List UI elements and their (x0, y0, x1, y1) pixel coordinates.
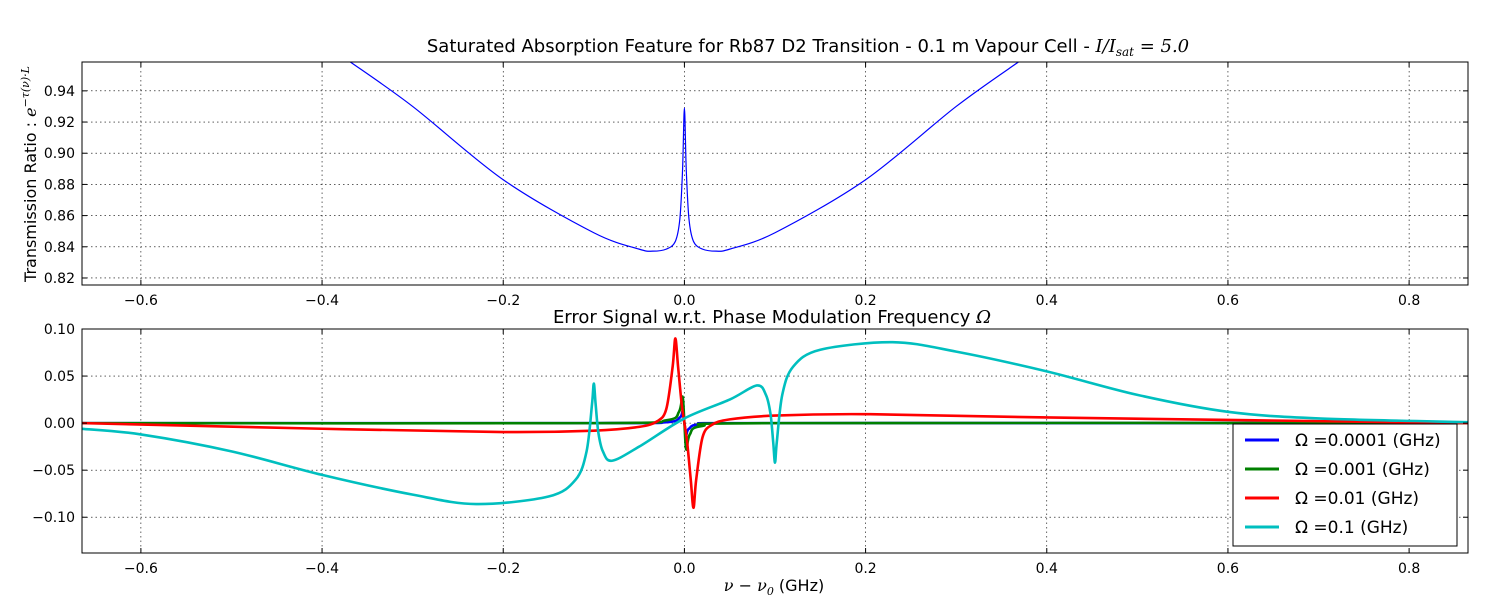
chart-title: Error Signal w.r.t. Phase Modulation Fre… (553, 307, 991, 328)
x-tick-label: −0.4 (305, 293, 339, 309)
y-tick-label: 0.84 (44, 240, 75, 256)
y-tick-label: 0.88 (44, 177, 75, 193)
x-tick-label: 0.8 (1398, 293, 1420, 309)
y-tick-label: 0.00 (44, 416, 75, 432)
x-tick-label: 0.2 (854, 561, 876, 577)
y-tick-label: 0.05 (44, 369, 75, 385)
error-signal-panel: −0.6 −0.4 −0.2 0.0 0.2 0.4 0.6 0.8 0.10 0.05 0.00 −… (32, 307, 1469, 598)
chart-title: Saturated Absorption Feature for Rb87 D2… (427, 36, 1189, 59)
x-axis-label: ν − ν0 (GHz) (724, 576, 824, 598)
legend-label: Ω =0.0001 (GHz) (1295, 431, 1441, 451)
x-tick-label: −0.4 (305, 561, 339, 577)
legend-label: Ω =0.01 (GHz) (1295, 489, 1419, 509)
x-tick-label: 0.0 (673, 293, 695, 309)
x-tick-label: −0.6 (124, 293, 158, 309)
grid-lines (82, 62, 1468, 285)
x-tick-label: −0.2 (486, 561, 520, 577)
y-tick-label: 0.86 (44, 209, 75, 225)
plot-border (81, 328, 1469, 554)
x-tick-label: 0.4 (1036, 561, 1058, 577)
plot-frame (82, 62, 1468, 285)
y-tick-label: 0.82 (44, 271, 75, 287)
series-group (82, 337, 1468, 510)
series-line-3 (82, 337, 1468, 510)
x-tick-label: 0.6 (1217, 293, 1239, 309)
y-axis-label: Transmission Ratio : e−τ(ν)·L (19, 66, 40, 283)
tick-marks: −0.6 −0.4 −0.2 0.0 0.2 0.4 0.6 0.8 0.82 0.84 0.86 0… (44, 62, 1468, 309)
x-tick-label: 0.8 (1398, 561, 1420, 577)
series-group (349, 62, 1020, 252)
y-tick-label: 0.90 (44, 146, 75, 162)
y-tick-label: −0.10 (32, 510, 75, 526)
plot-border (81, 61, 1469, 286)
legend-label: Ω =0.1 (GHz) (1295, 518, 1408, 538)
y-tick-label: −0.05 (32, 463, 75, 479)
x-tick-label: 0.0 (673, 561, 695, 577)
y-tick-label: 0.10 (44, 322, 75, 338)
legend-label: Ω =0.001 (GHz) (1295, 460, 1430, 480)
y-tick-label: 0.94 (44, 84, 75, 100)
series-line-1 (349, 62, 1020, 252)
x-tick-label: 0.4 (1036, 293, 1058, 309)
x-tick-label: −0.2 (486, 293, 520, 309)
transmission-panel: −0.6 −0.4 −0.2 0.0 0.2 0.4 0.6 0.8 0.82 0.84 0.86 0… (19, 36, 1469, 309)
x-tick-label: −0.6 (124, 561, 158, 577)
legend: Ω =0.0001 (GHz) Ω =0.001 (GHz) Ω =0.01 (GH… (1232, 423, 1458, 547)
x-tick-label: 0.2 (854, 293, 876, 309)
y-tick-label: 0.92 (44, 115, 75, 131)
series-line-4 (82, 340, 1468, 506)
tick-marks: −0.6 −0.4 −0.2 0.0 0.2 0.4 0.6 0.8 0.10 0.05 0.00 −… (32, 322, 1468, 577)
x-tick-label: 0.6 (1217, 561, 1239, 577)
